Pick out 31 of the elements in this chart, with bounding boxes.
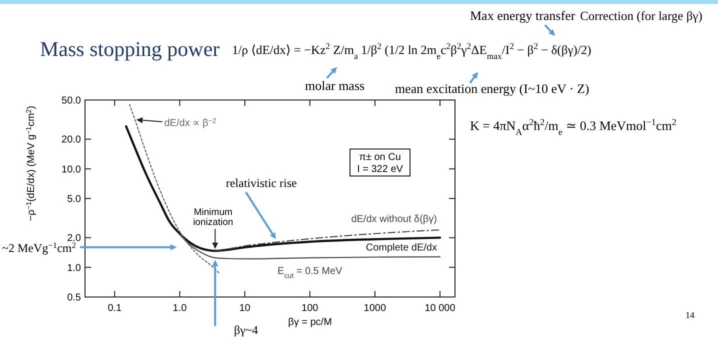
y-tick-label: 0.5 — [67, 292, 82, 304]
text: ~2 MeVg$^{−1}$cm$^{2}$ — [2, 240, 76, 255]
text: dE/dx ∝ β$^{−2}$ — [164, 117, 216, 129]
series-label: Complete dE/dx — [366, 242, 438, 254]
y-tick-label: 50.0 — [62, 96, 82, 106]
y-tick-label: 20.0 — [62, 134, 82, 146]
annotation: relativistic rise — [226, 176, 297, 190]
text: 1/ρ ⟨dE/dx⟩ = −Kz$^{2}$ Z/m$_{a}$ 1/β$^{2}$ (1/2 ln 2m$_{e}$c$^{2}$β$^{2}$γ$^{2}$ΔE$_{max}$/I$^{2}$ − β$^{2}$ − δ(βγ)/2) — [232, 41, 592, 61]
annotation: I = 322 eV — [357, 164, 404, 175]
x-tick-label: 10 000 — [424, 303, 456, 314]
text: 14 — [686, 310, 695, 320]
annotation: Minimum ionization — [193, 206, 234, 228]
x-tick-label: 10 — [239, 303, 251, 314]
text: mean excitation energy (I~10 eV · Z) — [395, 81, 590, 96]
x-axis-title: βγ = pc/M — [288, 317, 332, 328]
text: Max energy transfer — [470, 8, 576, 23]
text: Correction (for large βγ) — [580, 9, 702, 23]
text: βγ~4 — [234, 323, 258, 337]
x-tick-label: 100 — [302, 303, 319, 314]
text: K = 4πN$_{A}$α$^{2}$ħ$^{2}$/m$_{e}$ ≃ 0.3 MeVmol$^{−1}$cm$^{2}$ — [470, 117, 676, 137]
x-tick-label: 1.0 — [172, 303, 188, 314]
y-tick-label: 5.0 — [67, 194, 82, 205]
series-label: dE/dx without δ(βγ) — [351, 214, 438, 225]
series-label: E$_{cut}$ = 0.5 MeV — [278, 266, 343, 280]
y-tick-label: 1.0 — [67, 262, 82, 274]
annotation: π± on Cu — [359, 152, 401, 163]
text: molar mass — [305, 78, 365, 93]
x-tick-label: 1000 — [364, 303, 386, 314]
x-tick-label: 0.1 — [108, 303, 122, 314]
y-tick-label: 10.0 — [62, 164, 82, 176]
chart-title: Mass stopping power — [40, 37, 220, 61]
